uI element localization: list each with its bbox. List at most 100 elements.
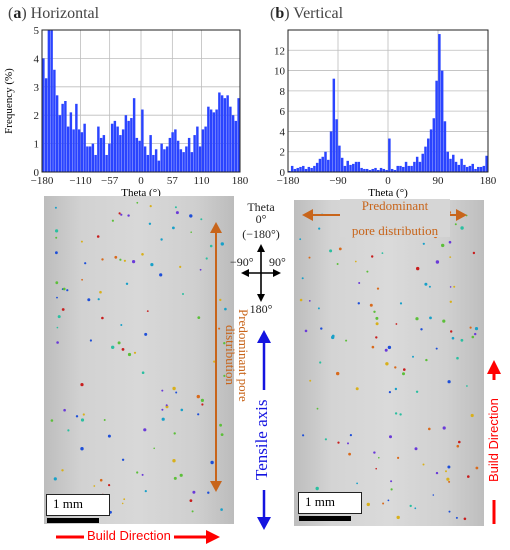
pore-dot bbox=[146, 310, 149, 312]
pore-dot bbox=[196, 394, 200, 399]
histogram-bar bbox=[302, 165, 305, 172]
histogram-bar bbox=[165, 146, 169, 172]
pore-dot bbox=[118, 212, 121, 215]
pore-dot bbox=[108, 484, 111, 487]
pore-dot bbox=[460, 338, 464, 342]
histogram-bar bbox=[349, 164, 352, 172]
histogram-bar bbox=[479, 166, 483, 172]
pore-dot bbox=[197, 316, 201, 319]
pore-dot bbox=[347, 442, 349, 445]
pore-dot bbox=[366, 270, 369, 273]
pore-dot bbox=[159, 273, 163, 277]
histogram-bar bbox=[83, 123, 86, 172]
pore-dot bbox=[447, 380, 451, 384]
pore-dot bbox=[209, 244, 213, 248]
pore-dot bbox=[338, 247, 342, 251]
pore-dot bbox=[299, 298, 303, 302]
key-left: −90° bbox=[230, 255, 254, 269]
pore-dot bbox=[345, 339, 348, 342]
histogram-bar bbox=[382, 168, 386, 172]
histogram-bar bbox=[399, 165, 402, 172]
histogram-bar bbox=[113, 120, 117, 172]
pore-dot bbox=[432, 494, 435, 496]
pore-dot bbox=[97, 298, 100, 301]
pore-dot bbox=[172, 386, 176, 391]
pore-dot bbox=[394, 412, 398, 415]
histogram-bar bbox=[452, 154, 455, 172]
pore-dot bbox=[369, 303, 373, 307]
histogram-bar bbox=[146, 154, 150, 172]
histogram-bar bbox=[424, 146, 427, 172]
pore-dot bbox=[62, 287, 66, 291]
histogram-bar bbox=[80, 132, 84, 172]
histogram-bar bbox=[168, 137, 172, 172]
pore-dot bbox=[189, 499, 193, 502]
histogram-bar bbox=[357, 161, 361, 172]
histogram-bar bbox=[209, 109, 213, 172]
histogram-bar bbox=[438, 34, 441, 172]
histogram-bar bbox=[463, 164, 466, 172]
pore-dot bbox=[320, 327, 323, 330]
histogram-bar bbox=[443, 121, 447, 172]
orange-double-arrow-vertical bbox=[210, 222, 222, 492]
pore-dot bbox=[197, 413, 200, 416]
ct-image-vertical bbox=[294, 200, 484, 526]
histogram-bar bbox=[460, 158, 463, 172]
histogram-bar bbox=[332, 78, 336, 172]
histogram-bar bbox=[360, 167, 363, 172]
histogram-bar bbox=[421, 153, 424, 172]
histogram-bar bbox=[127, 120, 130, 172]
y-tick-label: 4 bbox=[34, 53, 40, 65]
pore-dot bbox=[399, 302, 403, 305]
grid bbox=[287, 30, 489, 173]
pore-dot bbox=[80, 447, 84, 451]
pore-dot bbox=[336, 263, 339, 265]
pore-dot bbox=[354, 260, 357, 263]
pore-dot bbox=[103, 419, 106, 421]
histogram-bar bbox=[152, 154, 155, 172]
pore-dot bbox=[172, 226, 175, 230]
histogram-bar bbox=[446, 151, 449, 172]
histogram-bar bbox=[363, 168, 366, 172]
histogram-bar bbox=[212, 112, 216, 172]
histogram-bar bbox=[91, 143, 95, 172]
histogram-bar bbox=[346, 160, 349, 172]
pore-dot bbox=[371, 255, 374, 258]
histogram-bar bbox=[135, 137, 139, 172]
pore-dot bbox=[381, 252, 384, 254]
pore-dot bbox=[308, 256, 311, 259]
pore-dot bbox=[50, 419, 54, 422]
histogram-bar bbox=[340, 157, 344, 172]
pore-dot bbox=[375, 322, 379, 326]
plot-frame bbox=[41, 29, 241, 173]
pore-dot bbox=[375, 467, 377, 470]
histogram-bar bbox=[108, 143, 111, 172]
histogram-bar bbox=[58, 115, 62, 172]
scale-bar-right-label: 1 mm bbox=[305, 494, 335, 509]
histogram-bar bbox=[185, 146, 188, 172]
pore-dot bbox=[390, 488, 393, 491]
histogram-bar bbox=[226, 95, 229, 172]
pore-dot bbox=[101, 316, 104, 320]
key-top: 0° bbox=[255, 212, 267, 226]
histogram-bar bbox=[299, 166, 302, 172]
pore-dot bbox=[448, 480, 451, 483]
pore-dot bbox=[179, 265, 182, 268]
pore-dot bbox=[304, 329, 308, 333]
y-tick-label: 4 bbox=[280, 126, 286, 138]
pore-dot bbox=[449, 286, 452, 288]
histogram-bar bbox=[66, 126, 70, 172]
pore-dots bbox=[299, 206, 479, 521]
pore-dot bbox=[114, 255, 118, 259]
pore-dot bbox=[61, 308, 65, 311]
pore-dot bbox=[223, 342, 226, 345]
pore-dot bbox=[435, 260, 440, 264]
pore-dot bbox=[394, 366, 397, 369]
pore-dot bbox=[161, 389, 164, 392]
histogram-bar bbox=[201, 129, 205, 172]
pore-dot bbox=[449, 300, 452, 303]
x-axis-label: Theta (°) bbox=[368, 187, 408, 199]
pore-dot bbox=[422, 242, 425, 245]
scale-bar-left-line bbox=[47, 518, 99, 523]
pore-dot bbox=[127, 352, 132, 357]
